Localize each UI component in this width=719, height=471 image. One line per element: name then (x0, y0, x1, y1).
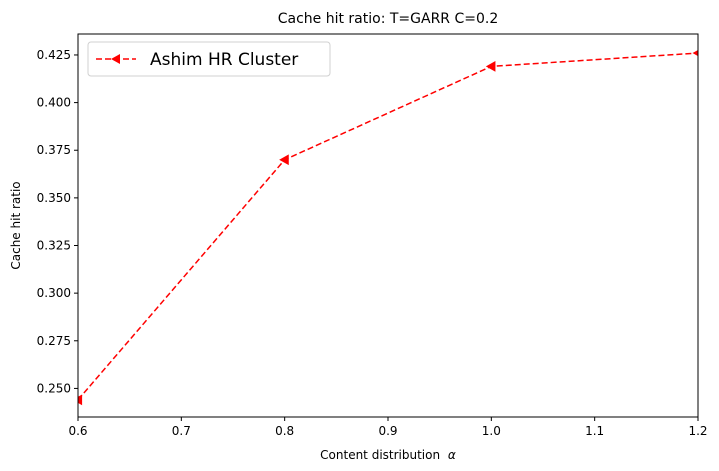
x-axis-title-symbol: α (448, 448, 456, 462)
y-tick-label: 0.425 (37, 48, 71, 62)
y-tick-label: 0.400 (37, 96, 71, 110)
legend-box (87, 41, 331, 77)
x-tick-label: 1.0 (482, 424, 501, 438)
legend: Ashim HR Cluster (87, 41, 331, 77)
x-tick-label: 1.2 (688, 424, 707, 438)
x-tick-label: 0.8 (275, 424, 294, 438)
plot-area (78, 49, 698, 406)
y-tick-label: 0.325 (37, 239, 71, 253)
axes: 0.6 0.7 0.8 0.9 1.0 1.1 1.2 0.250 0.275 0.300 0.32… (37, 33, 708, 438)
x-axis-title: Content distribution α (320, 448, 456, 462)
chart-title: Cache hit ratio: T=GARR C=0.2 (278, 11, 499, 27)
series-0 (78, 49, 698, 406)
data-point-marker (78, 394, 83, 406)
series-line (78, 52, 698, 401)
y-tick-label: 0.350 (37, 191, 71, 205)
legend-marker-swatch (111, 54, 120, 64)
y-tick-label: 0.300 (37, 286, 71, 300)
axes-frame (77, 33, 699, 418)
x-tick-label: 1.1 (585, 424, 604, 438)
x-axis-title-text: Content distribution (320, 448, 440, 462)
x-tick-label: 0.9 (378, 424, 397, 438)
x-tick-label: 0.6 (68, 424, 87, 438)
legend-entry-label: Ashim HR Cluster (150, 50, 298, 70)
x-tick-label: 0.7 (172, 424, 191, 438)
y-axis-title: Cache hit ratio (9, 181, 23, 269)
data-point-marker (279, 154, 289, 166)
data-point-marker (485, 61, 496, 72)
y-tick-label: 0.275 (37, 334, 71, 348)
y-tick-label: 0.250 (37, 381, 71, 395)
y-tick-label: 0.375 (37, 143, 71, 157)
